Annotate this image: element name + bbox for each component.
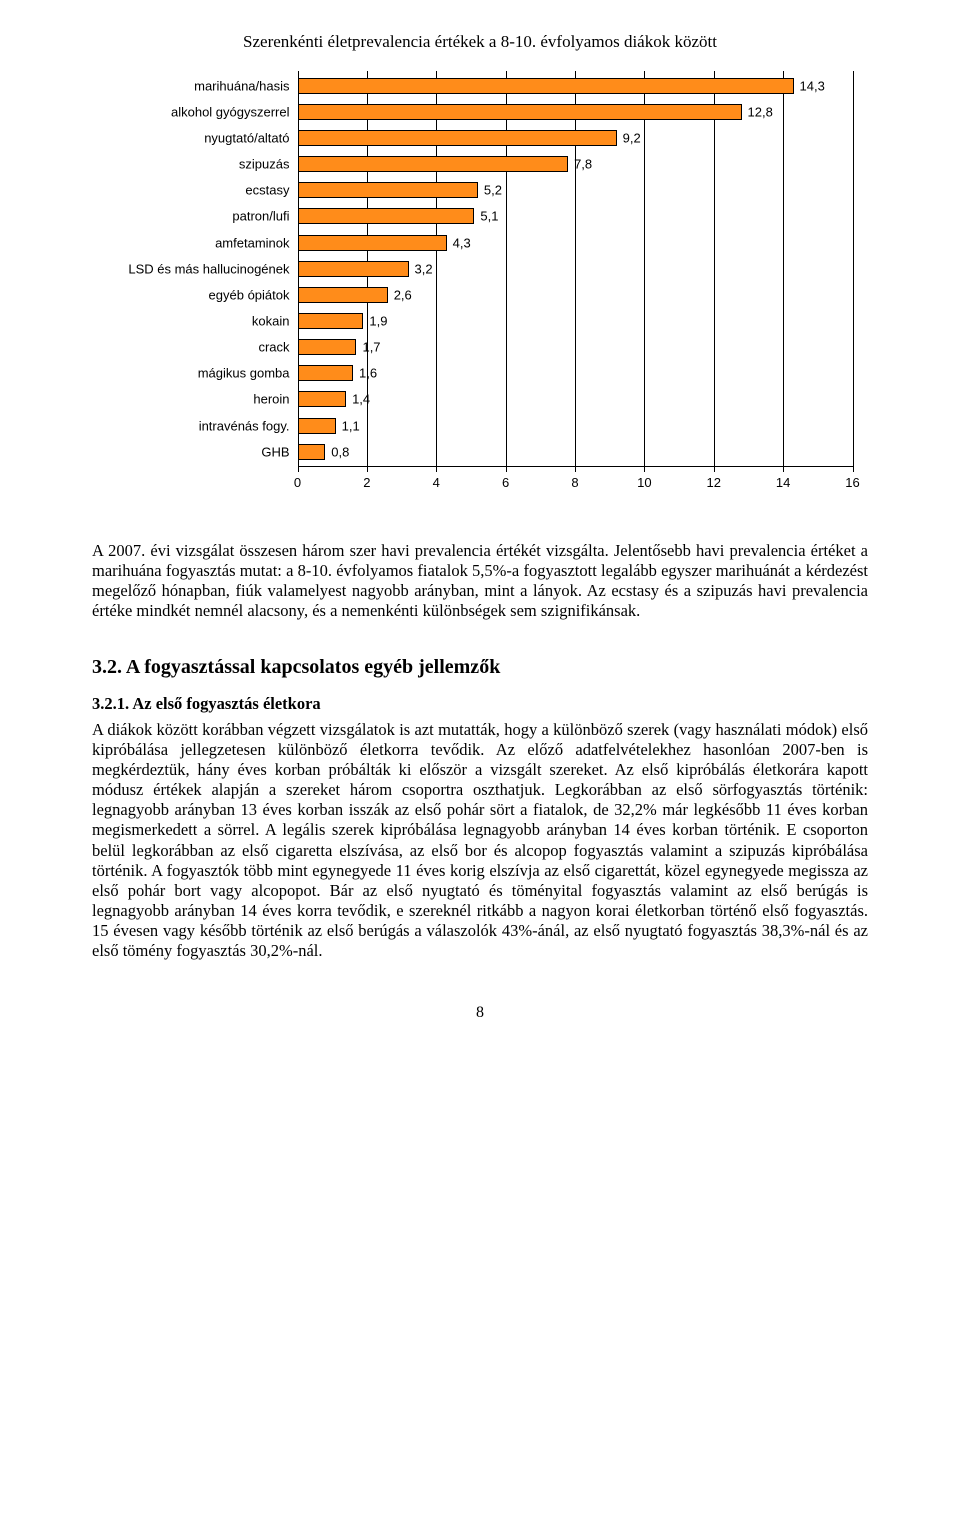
bar-value-label: 1,4 xyxy=(352,393,370,406)
bar xyxy=(298,182,478,198)
bar xyxy=(298,287,388,303)
x-tick-label: 2 xyxy=(363,475,370,491)
bar xyxy=(298,130,617,146)
category-label: mágikus gomba xyxy=(108,367,290,380)
y-axis-labels: marihuána/hasis alkohol gyógyszerrel nyugt… xyxy=(108,71,290,467)
bar xyxy=(298,444,326,460)
x-tick-label: 4 xyxy=(433,475,440,491)
category-label: crack xyxy=(108,341,290,354)
gridline xyxy=(853,71,854,466)
x-axis-labels: 0246810121416 xyxy=(298,471,853,495)
x-tick-label: 8 xyxy=(571,475,578,491)
category-label: kokain xyxy=(108,315,290,328)
bar-value-label: 1,1 xyxy=(342,419,360,432)
bar-chart: marihuána/hasis alkohol gyógyszerrel nyugt… xyxy=(108,71,853,495)
category-label: patron/lufi xyxy=(108,210,290,223)
bar xyxy=(298,418,336,434)
category-label: amfetaminok xyxy=(108,236,290,249)
bar-value-label: 2,6 xyxy=(394,288,412,301)
bar-value-label: 0,8 xyxy=(331,445,349,458)
x-tick-label: 10 xyxy=(637,475,651,491)
bar-value-label: 4,3 xyxy=(453,236,471,249)
page-number: 8 xyxy=(92,1003,868,1023)
bar-value-label: 9,2 xyxy=(623,132,641,145)
category-label: heroin xyxy=(108,393,290,406)
bar-value-label: 5,2 xyxy=(484,184,502,197)
bar xyxy=(298,208,475,224)
bar xyxy=(298,313,364,329)
bar-value-label: 1,6 xyxy=(359,367,377,380)
gridline xyxy=(714,71,715,466)
paragraph-2: A diákok között korábban végzett vizsgál… xyxy=(92,720,868,962)
section-heading: 3.2. A fogyasztással kapcsolatos egyéb j… xyxy=(92,655,868,679)
category-label: LSD és más hallucinogének xyxy=(108,262,290,275)
plot-area: 14,3 12,8 9,2 7,8 5,2 5,1 4,3 3,22,6 1,9 1,7 1,6 1,… xyxy=(298,71,853,467)
bar-value-label: 12,8 xyxy=(748,105,773,118)
bar xyxy=(298,156,569,172)
x-tick-label: 14 xyxy=(776,475,790,491)
category-label: egyéb ópiátok xyxy=(108,288,290,301)
category-label: alkohol gyógyszerrel xyxy=(108,105,290,118)
bar xyxy=(298,78,794,94)
subsection-heading: 3.2.1. Az első fogyasztás életkora xyxy=(92,694,868,714)
x-tick-label: 0 xyxy=(294,475,301,491)
gridline xyxy=(644,71,645,466)
category-label: szipuzás xyxy=(108,158,290,171)
gridline xyxy=(783,71,784,466)
x-tick-label: 12 xyxy=(707,475,721,491)
x-tick xyxy=(853,466,854,472)
bar xyxy=(298,235,447,251)
bar xyxy=(298,391,347,407)
bar xyxy=(298,339,357,355)
category-label: marihuána/hasis xyxy=(108,79,290,92)
bar-value-label: 1,7 xyxy=(362,341,380,354)
bar xyxy=(298,104,742,120)
bar-value-label: 3,2 xyxy=(415,262,433,275)
category-label: ecstasy xyxy=(108,184,290,197)
bar xyxy=(298,365,354,381)
category-label: nyugtató/altató xyxy=(108,132,290,145)
bar-value-label: 7,8 xyxy=(574,158,592,171)
bar-value-label: 14,3 xyxy=(800,79,825,92)
paragraph-1: A 2007. évi vizsgálat összesen három sze… xyxy=(92,541,868,622)
bar-value-label: 1,9 xyxy=(369,315,387,328)
category-label: intravénás fogy. xyxy=(108,419,290,432)
bar xyxy=(298,261,409,277)
bar-value-label: 5,1 xyxy=(480,210,498,223)
x-tick-label: 6 xyxy=(502,475,509,491)
chart-title: Szerenkénti életprevalencia értékek a 8-… xyxy=(92,32,868,53)
category-label: GHB xyxy=(108,445,290,458)
x-tick-label: 16 xyxy=(845,475,859,491)
